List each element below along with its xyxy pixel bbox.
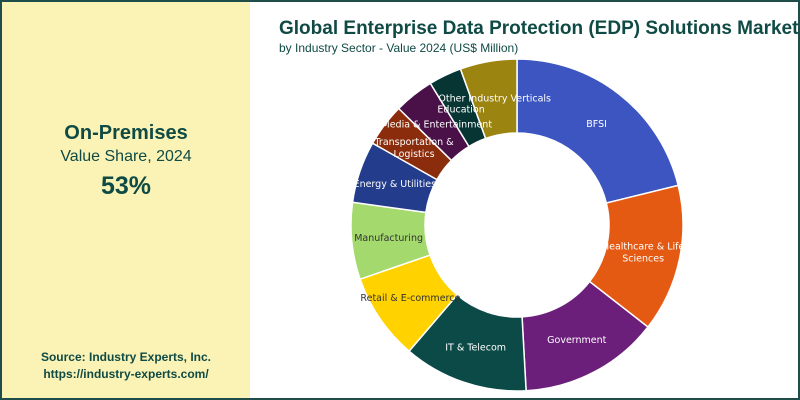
slice-label: Transportation & Logistics xyxy=(374,137,455,160)
slice-label: Manufacturing xyxy=(354,233,423,244)
slice-other-industry-verticals[interactable] xyxy=(459,58,518,140)
chart-subtitle: by Industry Sector - Value 2024 (US$ Mil… xyxy=(279,41,519,55)
slice-label: Energy & Utilities xyxy=(354,179,437,190)
source-text: Source: Industry Experts, Inc. xyxy=(40,350,212,364)
slice-label: BFSI xyxy=(586,119,607,130)
slice-label: IT & Telecom xyxy=(445,343,506,354)
segment-title: On-Premises xyxy=(64,122,188,144)
segment-metric: Value Share, 2024 xyxy=(60,148,192,165)
slice-label: Education xyxy=(437,104,484,115)
slice-label: Retail & E-commerce xyxy=(360,293,460,304)
slice-label: Government xyxy=(547,335,607,346)
highlight-panel: On-Premises Value Share, 2024 53% Source… xyxy=(2,2,250,398)
segment-value: 53% xyxy=(100,172,152,200)
slice-label: Healthcare & Life Sciences xyxy=(602,241,685,264)
source-link[interactable]: https://industry-experts.com/ xyxy=(43,367,209,381)
chart-title: Global Enterprise Data Protection (EDP) … xyxy=(279,18,799,39)
slice-label: Media & Entertainment xyxy=(382,119,493,130)
slice-label: Other Industry Verticals xyxy=(438,93,551,104)
slice-bfsi[interactable] xyxy=(516,58,680,204)
